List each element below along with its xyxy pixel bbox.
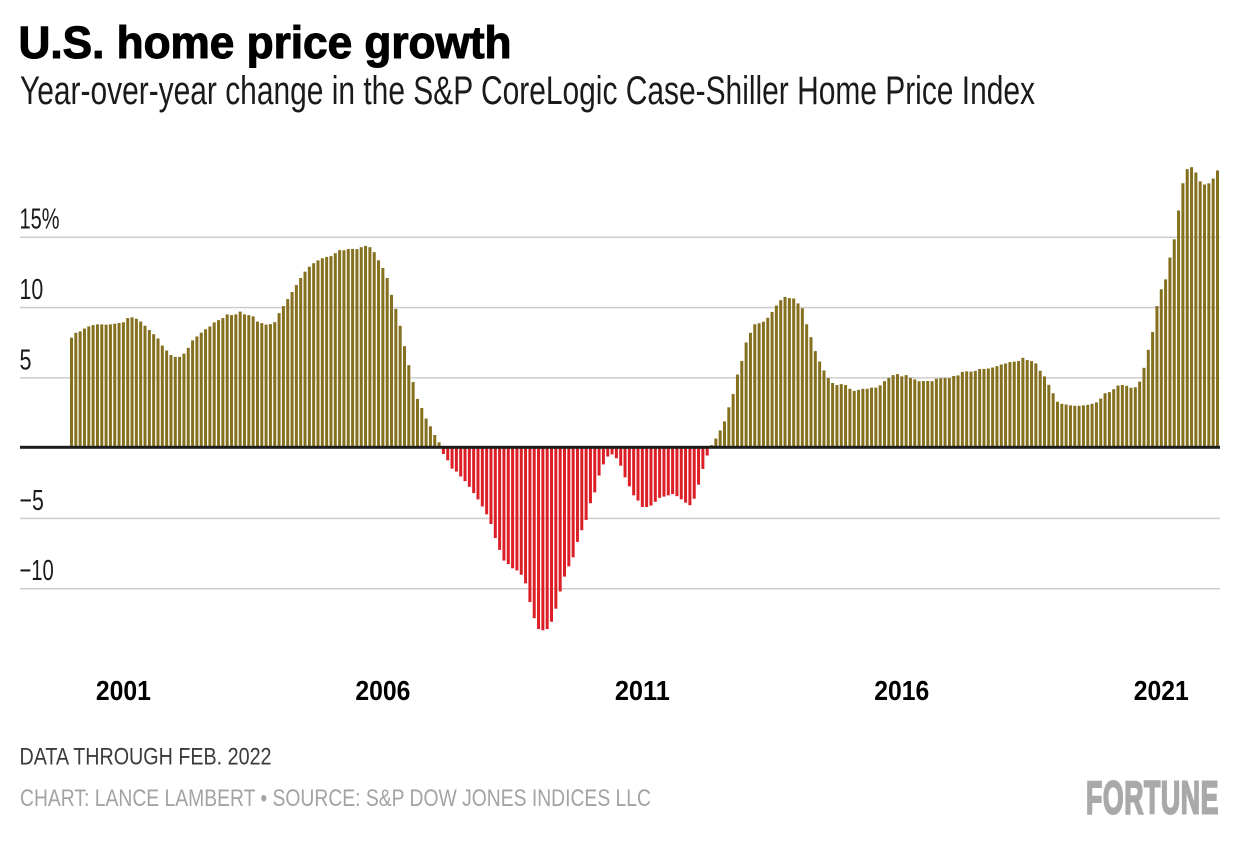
- svg-text:2011: 2011: [615, 675, 670, 706]
- svg-text:10: 10: [20, 274, 44, 306]
- svg-text:2001: 2001: [96, 675, 151, 706]
- svg-text:15%: 15%: [20, 204, 60, 236]
- svg-text:FORTUNE: FORTUNE: [1086, 772, 1219, 824]
- svg-text:U.S. home price growth: U.S. home price growth: [19, 17, 512, 68]
- svg-text:2016: 2016: [874, 675, 929, 706]
- svg-text:2021: 2021: [1134, 675, 1189, 706]
- svg-text:DATA THROUGH FEB. 2022: DATA THROUGH FEB. 2022: [20, 744, 272, 771]
- svg-text:2006: 2006: [355, 675, 410, 706]
- svg-text:−10: −10: [20, 555, 54, 587]
- svg-text:−5: −5: [20, 485, 44, 517]
- svg-text:Year-over-year change in the S: Year-over-year change in the S&P CoreLog…: [20, 69, 1035, 113]
- svg-text:5: 5: [20, 344, 32, 376]
- svg-text:CHART: LANCE LAMBERT • SOURCE:: CHART: LANCE LAMBERT • SOURCE: S&P DOW J…: [20, 785, 651, 812]
